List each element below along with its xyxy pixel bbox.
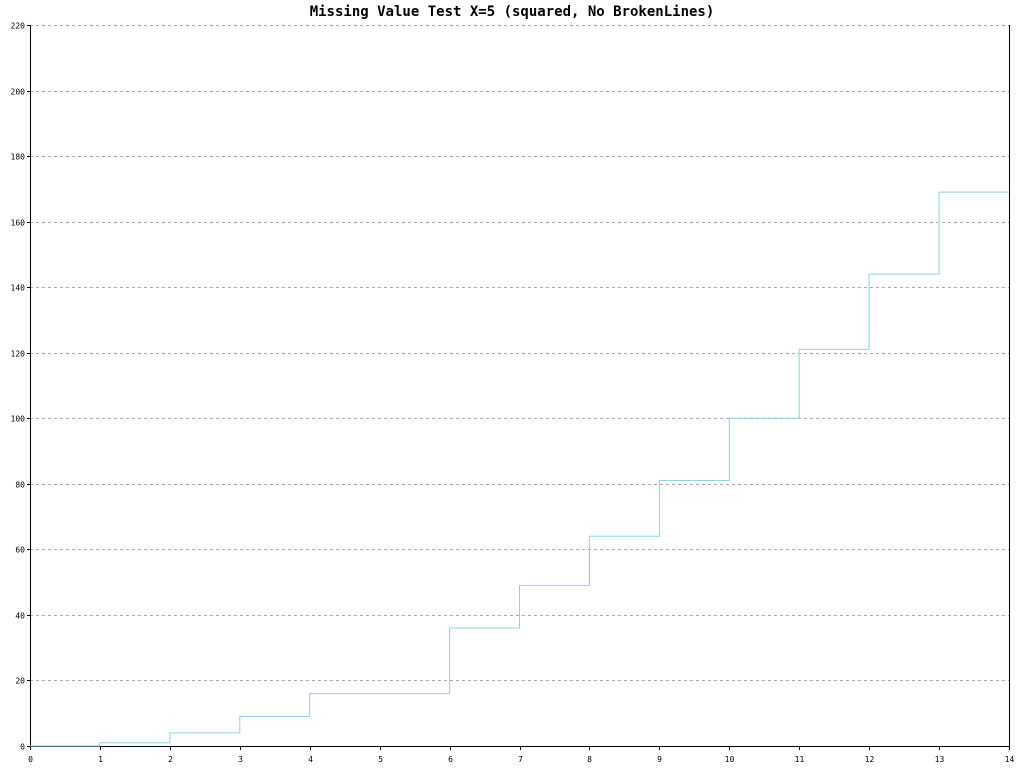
x-tick-label: 9 bbox=[657, 755, 662, 764]
x-tick-label: 4 bbox=[308, 755, 313, 764]
x-tick-label: 6 bbox=[448, 755, 453, 764]
x-tick-label: 13 bbox=[935, 755, 945, 764]
x-tick-label: 11 bbox=[795, 755, 805, 764]
chart-title: Missing Value Test X=5 (squared, No Brok… bbox=[309, 4, 715, 20]
y-tick-label: 180 bbox=[11, 153, 26, 162]
y-tick-label: 20 bbox=[15, 677, 25, 686]
y-tick-label: 0 bbox=[20, 743, 25, 752]
y-tick-label: 100 bbox=[11, 415, 26, 424]
series-line bbox=[30, 191, 1009, 747]
series-lines bbox=[30, 191, 1009, 747]
x-tick-label: 1 bbox=[98, 755, 103, 764]
y-tick-label: 220 bbox=[11, 22, 26, 31]
y-tick-label: 80 bbox=[15, 481, 25, 490]
y-tick-label: 140 bbox=[11, 284, 26, 293]
y-tick-label: 120 bbox=[11, 350, 26, 359]
x-tick-label: 10 bbox=[725, 755, 735, 764]
y-tick-label: 60 bbox=[15, 546, 25, 555]
y-tick-label: 200 bbox=[11, 88, 26, 97]
x-tick-label: 8 bbox=[587, 755, 592, 764]
x-tick-label: 2 bbox=[168, 755, 173, 764]
x-tick-label: 5 bbox=[378, 755, 383, 764]
y-tick-label: 160 bbox=[11, 219, 26, 228]
x-tick-label: 7 bbox=[518, 755, 523, 764]
x-tick-label: 12 bbox=[865, 755, 875, 764]
grid-lines bbox=[30, 25, 1009, 681]
x-tick-label: 3 bbox=[238, 755, 243, 764]
axes bbox=[27, 25, 1010, 750]
x-tick-label: 0 bbox=[28, 755, 33, 764]
x-tick-label: 14 bbox=[1005, 755, 1015, 764]
y-tick-label: 40 bbox=[15, 612, 25, 621]
